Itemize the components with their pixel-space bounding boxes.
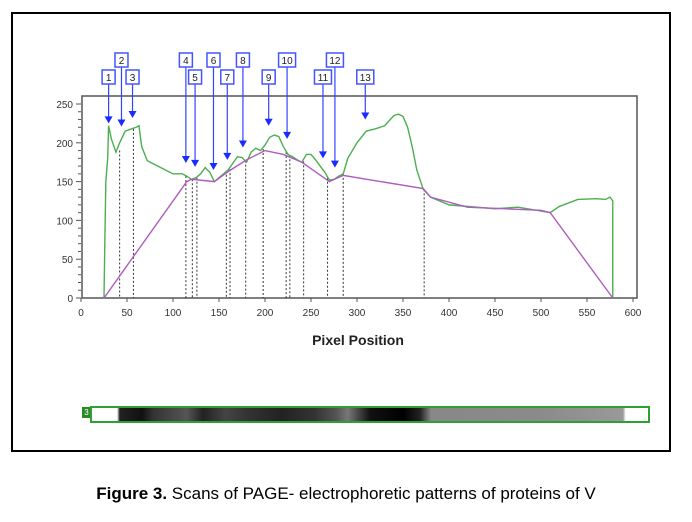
peak-label: 2 bbox=[119, 56, 125, 67]
peak-label-box bbox=[101, 69, 116, 85]
x-tick-label: 500 bbox=[533, 308, 550, 319]
x-tick-label: 50 bbox=[121, 308, 133, 319]
figure-caption: Figure 3. Scans of PAGE- electrophoretic… bbox=[0, 484, 692, 504]
peak-label: 10 bbox=[282, 56, 294, 67]
x-tick-label: 250 bbox=[303, 308, 320, 319]
peak-arrow-head-icon bbox=[191, 159, 200, 167]
peak-arrow-head-icon bbox=[209, 162, 218, 170]
y-tick-label: 250 bbox=[56, 100, 73, 111]
x-axis-label: Pixel Position bbox=[312, 332, 404, 348]
peak-arrow-head-icon bbox=[318, 151, 327, 159]
y-tick-label: 200 bbox=[56, 139, 73, 150]
x-tick-label: 0 bbox=[78, 308, 84, 319]
peak-arrow-head-icon bbox=[361, 112, 370, 120]
y-tick-label: 150 bbox=[56, 178, 73, 189]
peak-label: 8 bbox=[240, 56, 246, 67]
x-tick-label: 450 bbox=[487, 308, 504, 319]
gel-lane-strip bbox=[90, 406, 650, 423]
x-tick-label: 550 bbox=[579, 308, 596, 319]
peak-label: 4 bbox=[183, 56, 189, 67]
peak-label-box bbox=[187, 69, 203, 85]
x-tick-label: 100 bbox=[165, 308, 182, 319]
series-baseline bbox=[103, 149, 614, 299]
peak-arrow-head-icon bbox=[264, 118, 273, 126]
peak-arrow-head-icon bbox=[223, 152, 232, 160]
peak-label-box bbox=[125, 69, 140, 85]
y-tick-label: 100 bbox=[56, 216, 73, 227]
densitometry-chart: 0 50 100 150 200 250 300 350 400 450 500 550 600 0 50 1… bbox=[56, 52, 642, 348]
x-tick-label: 200 bbox=[257, 308, 274, 319]
peak-label: 9 bbox=[266, 73, 272, 84]
peak-label-box bbox=[235, 52, 251, 68]
peak-label-box bbox=[313, 69, 333, 85]
peak-label-box bbox=[325, 52, 345, 68]
x-tick-label: 150 bbox=[211, 308, 228, 319]
x-tick-label: 300 bbox=[349, 308, 366, 319]
peak-label: 7 bbox=[224, 73, 230, 84]
figure-frame bbox=[11, 12, 671, 452]
peak-label-box bbox=[206, 52, 221, 68]
peak-arrow-head-icon bbox=[104, 116, 113, 124]
peak-label-box bbox=[178, 52, 194, 68]
plot-area bbox=[81, 95, 638, 299]
x-tick-label: 350 bbox=[395, 308, 412, 319]
peak-label: 6 bbox=[211, 56, 217, 67]
peak-label-box bbox=[114, 52, 129, 68]
peak-label: 3 bbox=[130, 73, 136, 84]
peak-arrow-head-icon bbox=[128, 110, 137, 118]
peak-arrow-head-icon bbox=[238, 140, 247, 148]
peak-arrow-head-icon bbox=[283, 131, 292, 139]
x-tick-label: 600 bbox=[625, 308, 642, 319]
y-tick-label: 50 bbox=[62, 255, 74, 266]
peak-arrow-head-icon bbox=[181, 155, 190, 163]
y-tick-label: 0 bbox=[67, 294, 73, 305]
lane-label: 3 bbox=[82, 407, 91, 418]
peak-label: 13 bbox=[360, 73, 372, 84]
peak-label-box bbox=[356, 69, 375, 85]
peak-label-box bbox=[261, 69, 276, 85]
peak-arrow-head-icon bbox=[117, 119, 126, 127]
peak-arrow-head-icon bbox=[330, 160, 339, 168]
peak-label: 11 bbox=[318, 73, 329, 84]
peak-label-box bbox=[277, 52, 297, 68]
peak-label-box bbox=[220, 69, 235, 85]
series-profile bbox=[103, 113, 614, 299]
peak-label: 5 bbox=[192, 73, 198, 84]
peak-label: 1 bbox=[106, 73, 112, 84]
caption-text: Scans of PAGE- electrophoretic patterns … bbox=[167, 484, 596, 503]
x-tick-label: 400 bbox=[441, 308, 458, 319]
peak-label: 12 bbox=[329, 56, 341, 67]
caption-prefix: Figure 3. bbox=[96, 484, 168, 503]
